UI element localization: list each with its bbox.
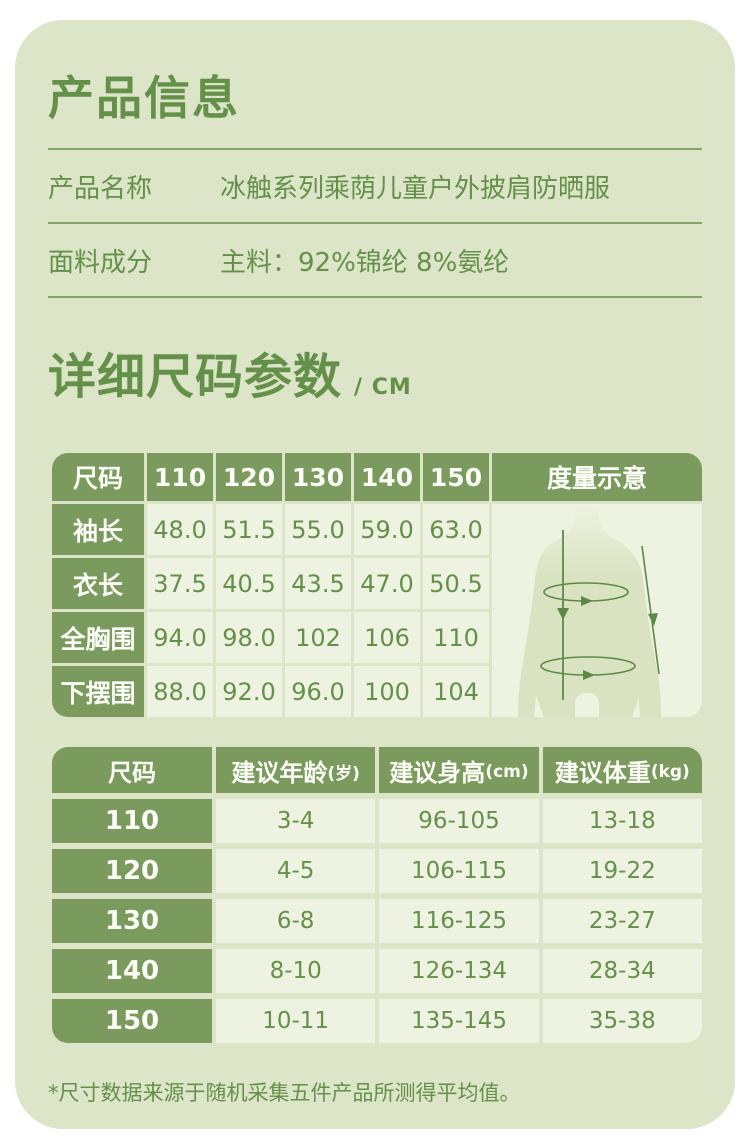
size-table-row-label: 全胸围 [52,612,144,663]
size-table-header-140: 140 [354,453,420,501]
size-table-header-130: 130 [285,453,351,501]
size-table-cell: 106 [354,612,420,663]
fabric-composition-value: 主料：92%锦纶 8%氨纶 [220,247,510,278]
size-table-cell: 88.0 [147,666,213,717]
size-table-cell: 59.0 [354,504,420,555]
rec-table-height: 96-105 [379,799,539,843]
product-name-label: 产品名称 [48,173,153,204]
rec-table-size: 140 [52,949,212,993]
size-table-cell: 94.0 [147,612,213,663]
rec-table-weight: 19-22 [542,849,702,893]
rec-table-header-weight: 建议体重 (kg) [542,747,702,793]
size-table-cell: 96.0 [285,666,351,717]
rec-table-size: 120 [52,849,212,893]
divider [48,148,702,150]
rec-table-size: 110 [52,799,212,843]
rec-table-height: 126-134 [379,949,539,993]
recommendation-table: 尺码 建议年龄 (岁) 建议身高 (cm) 建议体重 (kg) 110 3-4 96-… [52,747,702,1043]
rec-table-size: 150 [52,999,212,1043]
footnote: *尺寸数据来源于随机采集五件产品所测得平均值。 [48,1081,521,1105]
size-section-title: 详细尺码参数 / CM [48,342,702,406]
product-name-row: 产品名称 冰触系列乘荫儿童户外披肩防晒服 [48,150,702,222]
divider [48,222,702,224]
rec-table-weight: 23-27 [542,899,702,943]
rec-table-age: 8-10 [216,949,376,993]
size-table-cell: 102 [285,612,351,663]
size-section-unit: / CM [354,375,412,400]
size-table-cell: 40.5 [216,558,282,609]
rec-table-header-size: 尺码 [52,747,212,793]
product-info-card: 产品信息 产品名称 冰触系列乘荫儿童户外披肩防晒服 面料成分 主料：92%锦纶 … [15,20,735,1129]
fabric-composition-label: 面料成分 [48,247,153,278]
size-table: 尺码 110 120 130 140 150 度量示意 [52,453,702,717]
size-table-row-label: 下摆围 [52,666,144,717]
rec-table-age: 3-4 [216,799,376,843]
rec-table-weight: 28-34 [542,949,702,993]
size-section-title-text: 详细尺码参数 [48,349,343,405]
body-silhouette-diagram [492,504,702,717]
size-table-cell: 55.0 [285,504,351,555]
size-table-row-label: 袖长 [52,504,144,555]
rec-table-weight: 35-38 [542,999,702,1043]
rec-table-header-height: 建议身高 (cm) [379,747,539,793]
rec-table-size: 130 [52,899,212,943]
fabric-composition-row: 面料成分 主料：92%锦纶 8%氨纶 [48,224,702,296]
divider [48,296,702,298]
size-table-header-size: 尺码 [52,453,144,501]
size-table-cell: 100 [354,666,420,717]
rec-table-height: 135-145 [379,999,539,1043]
size-table-cell: 110 [423,612,489,663]
rec-table-age: 4-5 [216,849,376,893]
size-table-cell: 63.0 [423,504,489,555]
size-table-row-label: 衣长 [52,558,144,609]
rec-table-height: 106-115 [379,849,539,893]
measurement-illustration [492,504,702,717]
size-table-cell: 50.5 [423,558,489,609]
size-table-cell: 92.0 [216,666,282,717]
size-table-cell: 43.5 [285,558,351,609]
size-table-cell: 47.0 [354,558,420,609]
size-table-cell: 104 [423,666,489,717]
measure-illustration-header: 度量示意 [492,453,702,501]
rec-table-age: 10-11 [216,999,376,1043]
rec-table-height: 116-125 [379,899,539,943]
size-table-cell: 51.5 [216,504,282,555]
size-table-header-150: 150 [423,453,489,501]
size-table-header-120: 120 [216,453,282,501]
size-table-cell: 48.0 [147,504,213,555]
rec-table-header-age: 建议年龄 (岁) [216,747,376,793]
size-table-header-110: 110 [147,453,213,501]
size-table-cell: 98.0 [216,612,282,663]
rec-table-age: 6-8 [216,899,376,943]
size-table-cell: 37.5 [147,558,213,609]
product-name-value: 冰触系列乘荫儿童户外披肩防晒服 [220,173,611,204]
page-title: 产品信息 [48,71,240,125]
rec-table-weight: 13-18 [542,799,702,843]
